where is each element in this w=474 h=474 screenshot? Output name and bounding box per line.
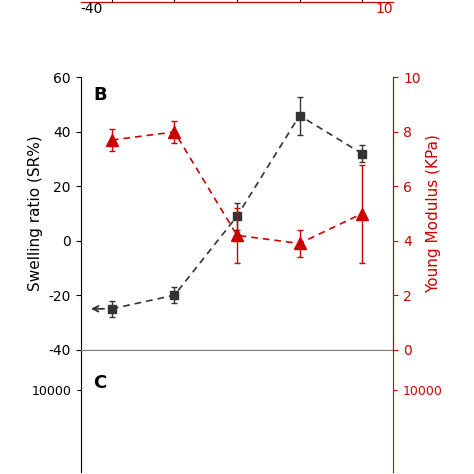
Text: C: C <box>93 374 106 392</box>
Y-axis label: Young Modulus (KPa): Young Modulus (KPa) <box>426 134 441 293</box>
Text: -40: -40 <box>81 2 103 17</box>
Text: B: B <box>93 86 107 104</box>
Y-axis label: Swelling ratio (SR%): Swelling ratio (SR%) <box>28 136 43 292</box>
Text: 10: 10 <box>376 2 393 17</box>
X-axis label: NaCl concentration (M): NaCl concentration (M) <box>149 380 325 395</box>
